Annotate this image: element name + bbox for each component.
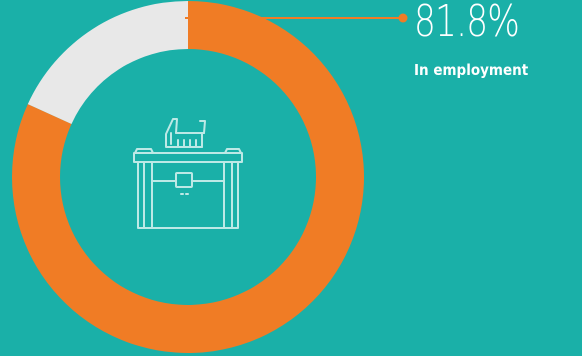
leader-line-group: [185, 13, 408, 23]
value-label: 81.8%: [414, 0, 520, 47]
donut-ring: [11, 1, 364, 353]
briefcase-icon: [133, 118, 243, 229]
caption-label: In employment: [414, 61, 529, 79]
donut-segment-remainder: [27, 1, 188, 124]
leader-dot: [398, 13, 408, 23]
